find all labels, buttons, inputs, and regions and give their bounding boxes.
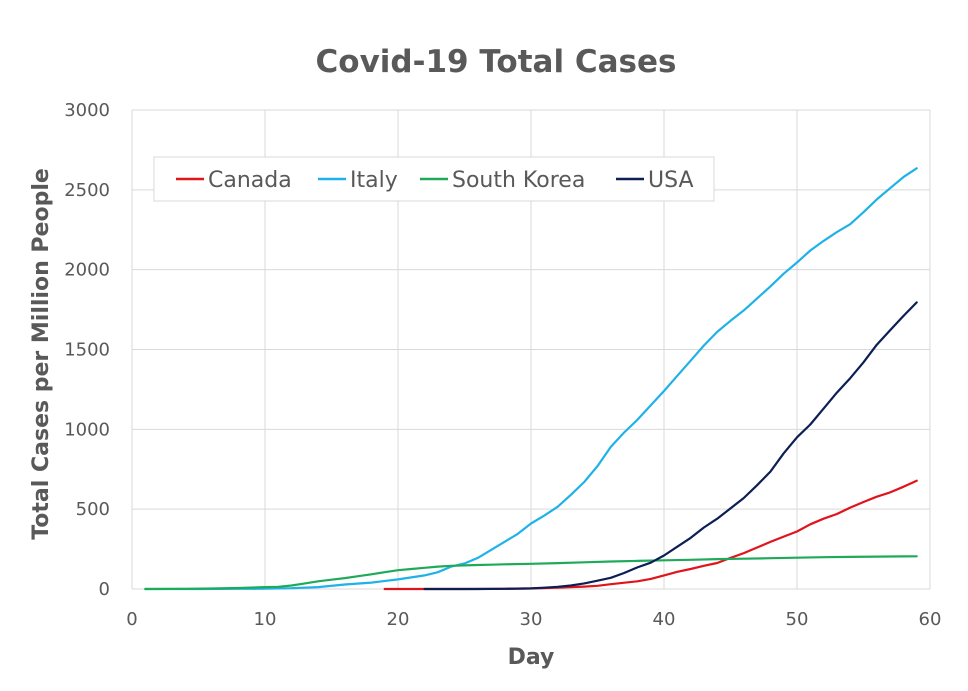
series-lines (144, 167, 918, 591)
y-tick-label: 1000 (64, 419, 110, 440)
legend-label-south-korea: South Korea (452, 168, 585, 193)
legend-label-italy: Italy (350, 168, 398, 193)
y-tick-label: 0 (99, 579, 110, 600)
y-tick-label: 500 (76, 499, 110, 520)
x-tick-label: 20 (387, 609, 410, 630)
x-tick-label: 50 (786, 609, 809, 630)
tick-labels: 0 500 1000 1500 2000 2500 3000 0 10 20 30 40 50 60 (64, 100, 941, 630)
x-tick-label: 10 (254, 609, 277, 630)
series-line-south-korea (144, 555, 918, 591)
x-axis-label: Day (508, 645, 555, 670)
legend: Canada Italy South Korea USA (153, 156, 715, 202)
x-tick-label: 0 (126, 609, 137, 630)
x-tick-label: 40 (653, 609, 676, 630)
legend-label-usa: USA (648, 168, 694, 193)
y-tick-label: 3000 (64, 100, 110, 121)
y-tick-label: 1500 (64, 340, 110, 361)
x-tick-label: 60 (919, 609, 942, 630)
series-line-canada (383, 479, 918, 591)
y-tick-label: 2500 (64, 180, 110, 201)
legend-label-canada: Canada (208, 168, 292, 193)
y-tick-label: 2000 (64, 260, 110, 281)
x-tick-label: 30 (520, 609, 543, 630)
y-axis-label: Total Cases per Million People (29, 168, 54, 540)
series-line-usa (423, 301, 918, 591)
series-line-italy (144, 167, 918, 591)
chart-title: Covid-19 Total Cases (316, 44, 677, 80)
